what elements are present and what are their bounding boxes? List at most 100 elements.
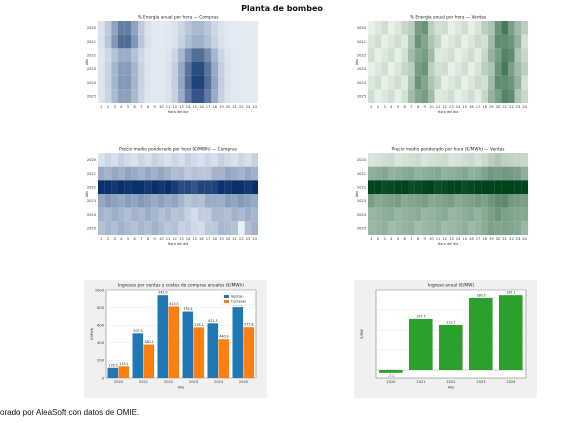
heatmap-cell [414, 180, 422, 195]
heatmap-cell [441, 89, 449, 104]
heatmap-cell [401, 62, 409, 76]
heatmap-cell [204, 34, 212, 49]
bar [168, 306, 180, 378]
y-axis-label: €/MW [360, 329, 364, 339]
heatmap-cell [244, 153, 252, 167]
heatmap-cell [488, 21, 495, 35]
heatmap-hour-label: 2 [377, 237, 379, 241]
heatmap-cell [158, 89, 165, 104]
x-tick-label: 2025 [239, 380, 248, 384]
heatmap-cell [441, 207, 449, 222]
heatmap-cell [251, 207, 259, 222]
heatmap-cell [441, 166, 449, 181]
heatmap-cell [428, 34, 435, 49]
heatmap-y-axis-label: Año [355, 191, 359, 198]
heatmap-cell [408, 34, 415, 49]
heatmap-cell [118, 75, 125, 90]
heatmap-hour-label: 4 [390, 237, 393, 241]
heatmap-cell [238, 75, 245, 90]
chart-title: Ingresos por ventas y costes de compras … [118, 283, 244, 289]
heatmap-year-label: 2022 [357, 54, 366, 58]
legend-label: Ventas [231, 295, 243, 299]
heatmap-cell [244, 21, 252, 35]
heatmap-cell [448, 221, 455, 236]
heatmap-cell [494, 75, 502, 90]
heatmap-cell [218, 153, 225, 167]
y-tick-label: 800 [97, 306, 105, 310]
heatmap-cell [211, 207, 219, 222]
heatmap-hour-label: 11 [166, 105, 171, 109]
heatmap-cell [394, 153, 402, 167]
heatmap-cell [428, 62, 435, 76]
heatmap-cell [118, 207, 125, 222]
bar [182, 311, 194, 378]
heatmap-cell [224, 180, 232, 195]
x-axis-label: Año [178, 386, 185, 390]
heatmap-hour-label: 20 [496, 105, 501, 109]
heatmap-hour-label: 4 [390, 105, 393, 109]
heatmap-cell [501, 21, 509, 35]
y-tick-label: 400 [97, 341, 105, 345]
heatmap-hour-label: 5 [397, 105, 399, 109]
heatmap-hour-label: 12 [172, 237, 177, 241]
heatmap-cell [408, 89, 415, 104]
heatmap-cell [184, 221, 192, 236]
heatmap-cell [191, 153, 199, 167]
heatmap-cell [144, 153, 152, 167]
heatmap-cell [238, 207, 245, 222]
heatmap-cell [164, 75, 172, 90]
heatmap-hour-label: 14 [186, 237, 191, 241]
heatmap-cell [421, 194, 429, 208]
heatmap-cell [184, 48, 192, 63]
heatmap-cell [124, 75, 132, 90]
heatmap-cell [428, 89, 435, 104]
legend-swatch [224, 295, 229, 298]
heatmap-hour-label: 8 [417, 105, 420, 109]
heatmap-cell [474, 153, 482, 167]
heatmap-cell [454, 166, 462, 181]
y-axis-label: €/MWh [90, 328, 94, 340]
heatmap-cell [171, 34, 179, 49]
heatmap-cell [501, 34, 509, 49]
heatmap-cell [231, 89, 239, 104]
heatmap-cell [218, 194, 225, 208]
heatmap-cell [368, 89, 375, 104]
heatmap-cell [374, 21, 382, 35]
heatmap-hour-label: 2 [107, 105, 109, 109]
heatmap-cell [448, 34, 455, 49]
heatmap-cell [394, 75, 402, 90]
heatmap-cell [494, 180, 502, 195]
heatmap-cell [514, 180, 522, 195]
heatmap-cell [244, 207, 252, 222]
heatmap-cell [111, 21, 119, 35]
heatmap-cell [138, 34, 145, 49]
heatmap-cell [521, 166, 529, 181]
bar-value-label: 180.3 [476, 293, 485, 297]
heatmap-cell [368, 62, 375, 76]
heatmap-cell [184, 21, 192, 35]
heatmap-cell [521, 221, 529, 236]
y-tick-label: 0 [102, 376, 105, 380]
heatmap-cell [501, 153, 509, 167]
y-tick-label: 1000 [95, 288, 105, 292]
heatmap-cell [368, 194, 375, 208]
heatmap-cell [124, 207, 132, 222]
heatmap-cell [461, 221, 469, 236]
heatmap-cell [251, 75, 259, 90]
heatmap-hour-label: 7 [140, 237, 142, 241]
heatmap-cell [244, 48, 252, 63]
heatmap-cell [224, 221, 232, 236]
heatmap-cell [171, 221, 179, 236]
heatmap-cell [401, 21, 409, 35]
heatmap-hour-label: 19 [489, 105, 494, 109]
heatmap-cell [211, 62, 219, 76]
heatmap-cell [454, 75, 462, 90]
heatmap-energy-buy: % Energía anual por hora — Compras 2020 20… [84, 14, 267, 116]
heatmap-cell [144, 166, 152, 181]
heatmap-cell [98, 34, 105, 49]
heatmap-cell [488, 62, 495, 76]
heatmap-cell [211, 75, 219, 90]
heatmap-hour-label: 13 [449, 105, 454, 109]
heatmap-cell [488, 180, 495, 195]
